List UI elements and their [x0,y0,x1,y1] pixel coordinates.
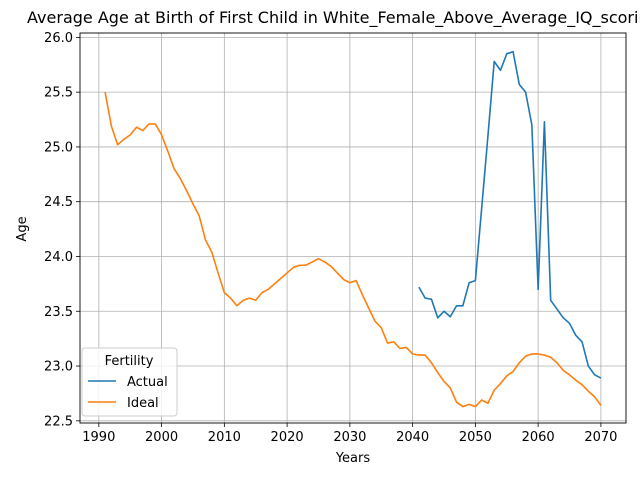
x-tick-label: 2070 [584,430,617,445]
y-tick-label: 23.0 [44,360,73,375]
y-tick-label: 26.0 [44,31,73,46]
y-tick-label: 24.5 [44,195,73,210]
series-lines [104,50,602,408]
y-tick-label: 22.5 [44,414,73,429]
legend-title: Fertility [105,354,154,369]
grid [80,33,626,423]
legend-label-ideal: Ideal [127,396,159,411]
legend: Fertility Actual Ideal [81,347,178,417]
y-axis-ticks: 22.5 23.0 23.5 24.0 24.5 25.0 25.5 26.0 [44,31,80,429]
x-tick-label: 2050 [459,430,492,445]
x-tick-label: 2010 [208,430,241,445]
x-axis-ticks: 1990 2000 2010 2020 2030 2040 2050 2060 2070 [82,423,617,445]
y-tick-label: 25.5 [44,86,73,101]
x-tick-label: 1990 [82,430,115,445]
x-tick-label: 2030 [333,430,366,445]
x-tick-label: 2060 [522,430,555,445]
legend-box [81,347,178,417]
plot-frame [79,32,627,424]
y-axis-label: Age [15,216,30,241]
series-line-actual [418,50,602,379]
series-line-ideal [104,92,602,408]
chart-title: Average Age at Birth of First Child in W… [27,8,640,28]
x-axis-label: Years [335,451,371,466]
x-tick-label: 2040 [396,430,429,445]
x-tick-label: 2000 [145,430,178,445]
y-tick-label: 23.5 [44,305,73,320]
x-tick-label: 2020 [271,430,304,445]
legend-label-actual: Actual [127,375,168,390]
y-tick-label: 24.0 [44,250,73,265]
y-tick-label: 25.0 [44,140,73,155]
